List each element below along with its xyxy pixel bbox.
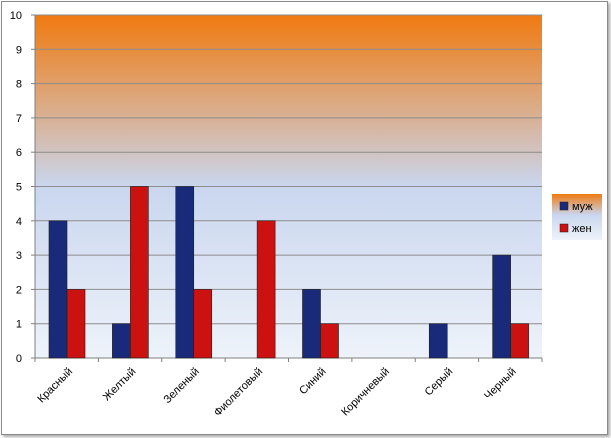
y-tick-label: 10 (10, 10, 22, 22)
bars (48, 186, 529, 359)
bar-жен (130, 186, 149, 359)
y-tick-label: 6 (16, 147, 22, 159)
bar-муж (175, 186, 195, 359)
bar-жен (510, 323, 529, 359)
bar-жен (193, 289, 213, 359)
x-tick-label: Фиолетовый (212, 366, 265, 419)
x-tick-label: Зеленый (162, 366, 202, 406)
bar-жен (256, 220, 276, 359)
y-tick-label: 3 (16, 250, 22, 262)
y-tick-label: 5 (16, 182, 22, 194)
y-tick-label: 4 (16, 216, 22, 228)
legend-swatch (559, 201, 569, 211)
legend-box (552, 194, 602, 240)
x-tick-label: Серый (423, 366, 456, 399)
bar-муж (492, 254, 511, 359)
y-tick-label: 8 (16, 79, 22, 91)
bar-муж (428, 323, 448, 359)
bar-муж (48, 220, 68, 359)
y-tick-label: 2 (16, 284, 22, 296)
x-tick-label: Красный (35, 366, 75, 406)
y-tick-label: 9 (16, 44, 22, 56)
x-tick-label: Коричневый (339, 366, 392, 419)
legend-label: муж (572, 201, 593, 213)
legend: муж жен (552, 194, 602, 240)
gridlines (35, 14, 542, 359)
bar-жен (66, 289, 86, 359)
y-tick-label: 1 (16, 319, 22, 331)
x-tick-label: Черный (482, 366, 519, 403)
y-tick-label: 7 (16, 113, 22, 125)
x-tick-label: Желтый (101, 366, 139, 404)
bar-муж (302, 289, 321, 359)
x-tick-label: Синий (297, 366, 328, 397)
legend-swatch (559, 223, 569, 233)
bar-жен (320, 323, 339, 359)
legend-label: жен (572, 223, 592, 235)
bar-муж (112, 323, 131, 359)
y-tick-label: 0 (16, 353, 22, 365)
